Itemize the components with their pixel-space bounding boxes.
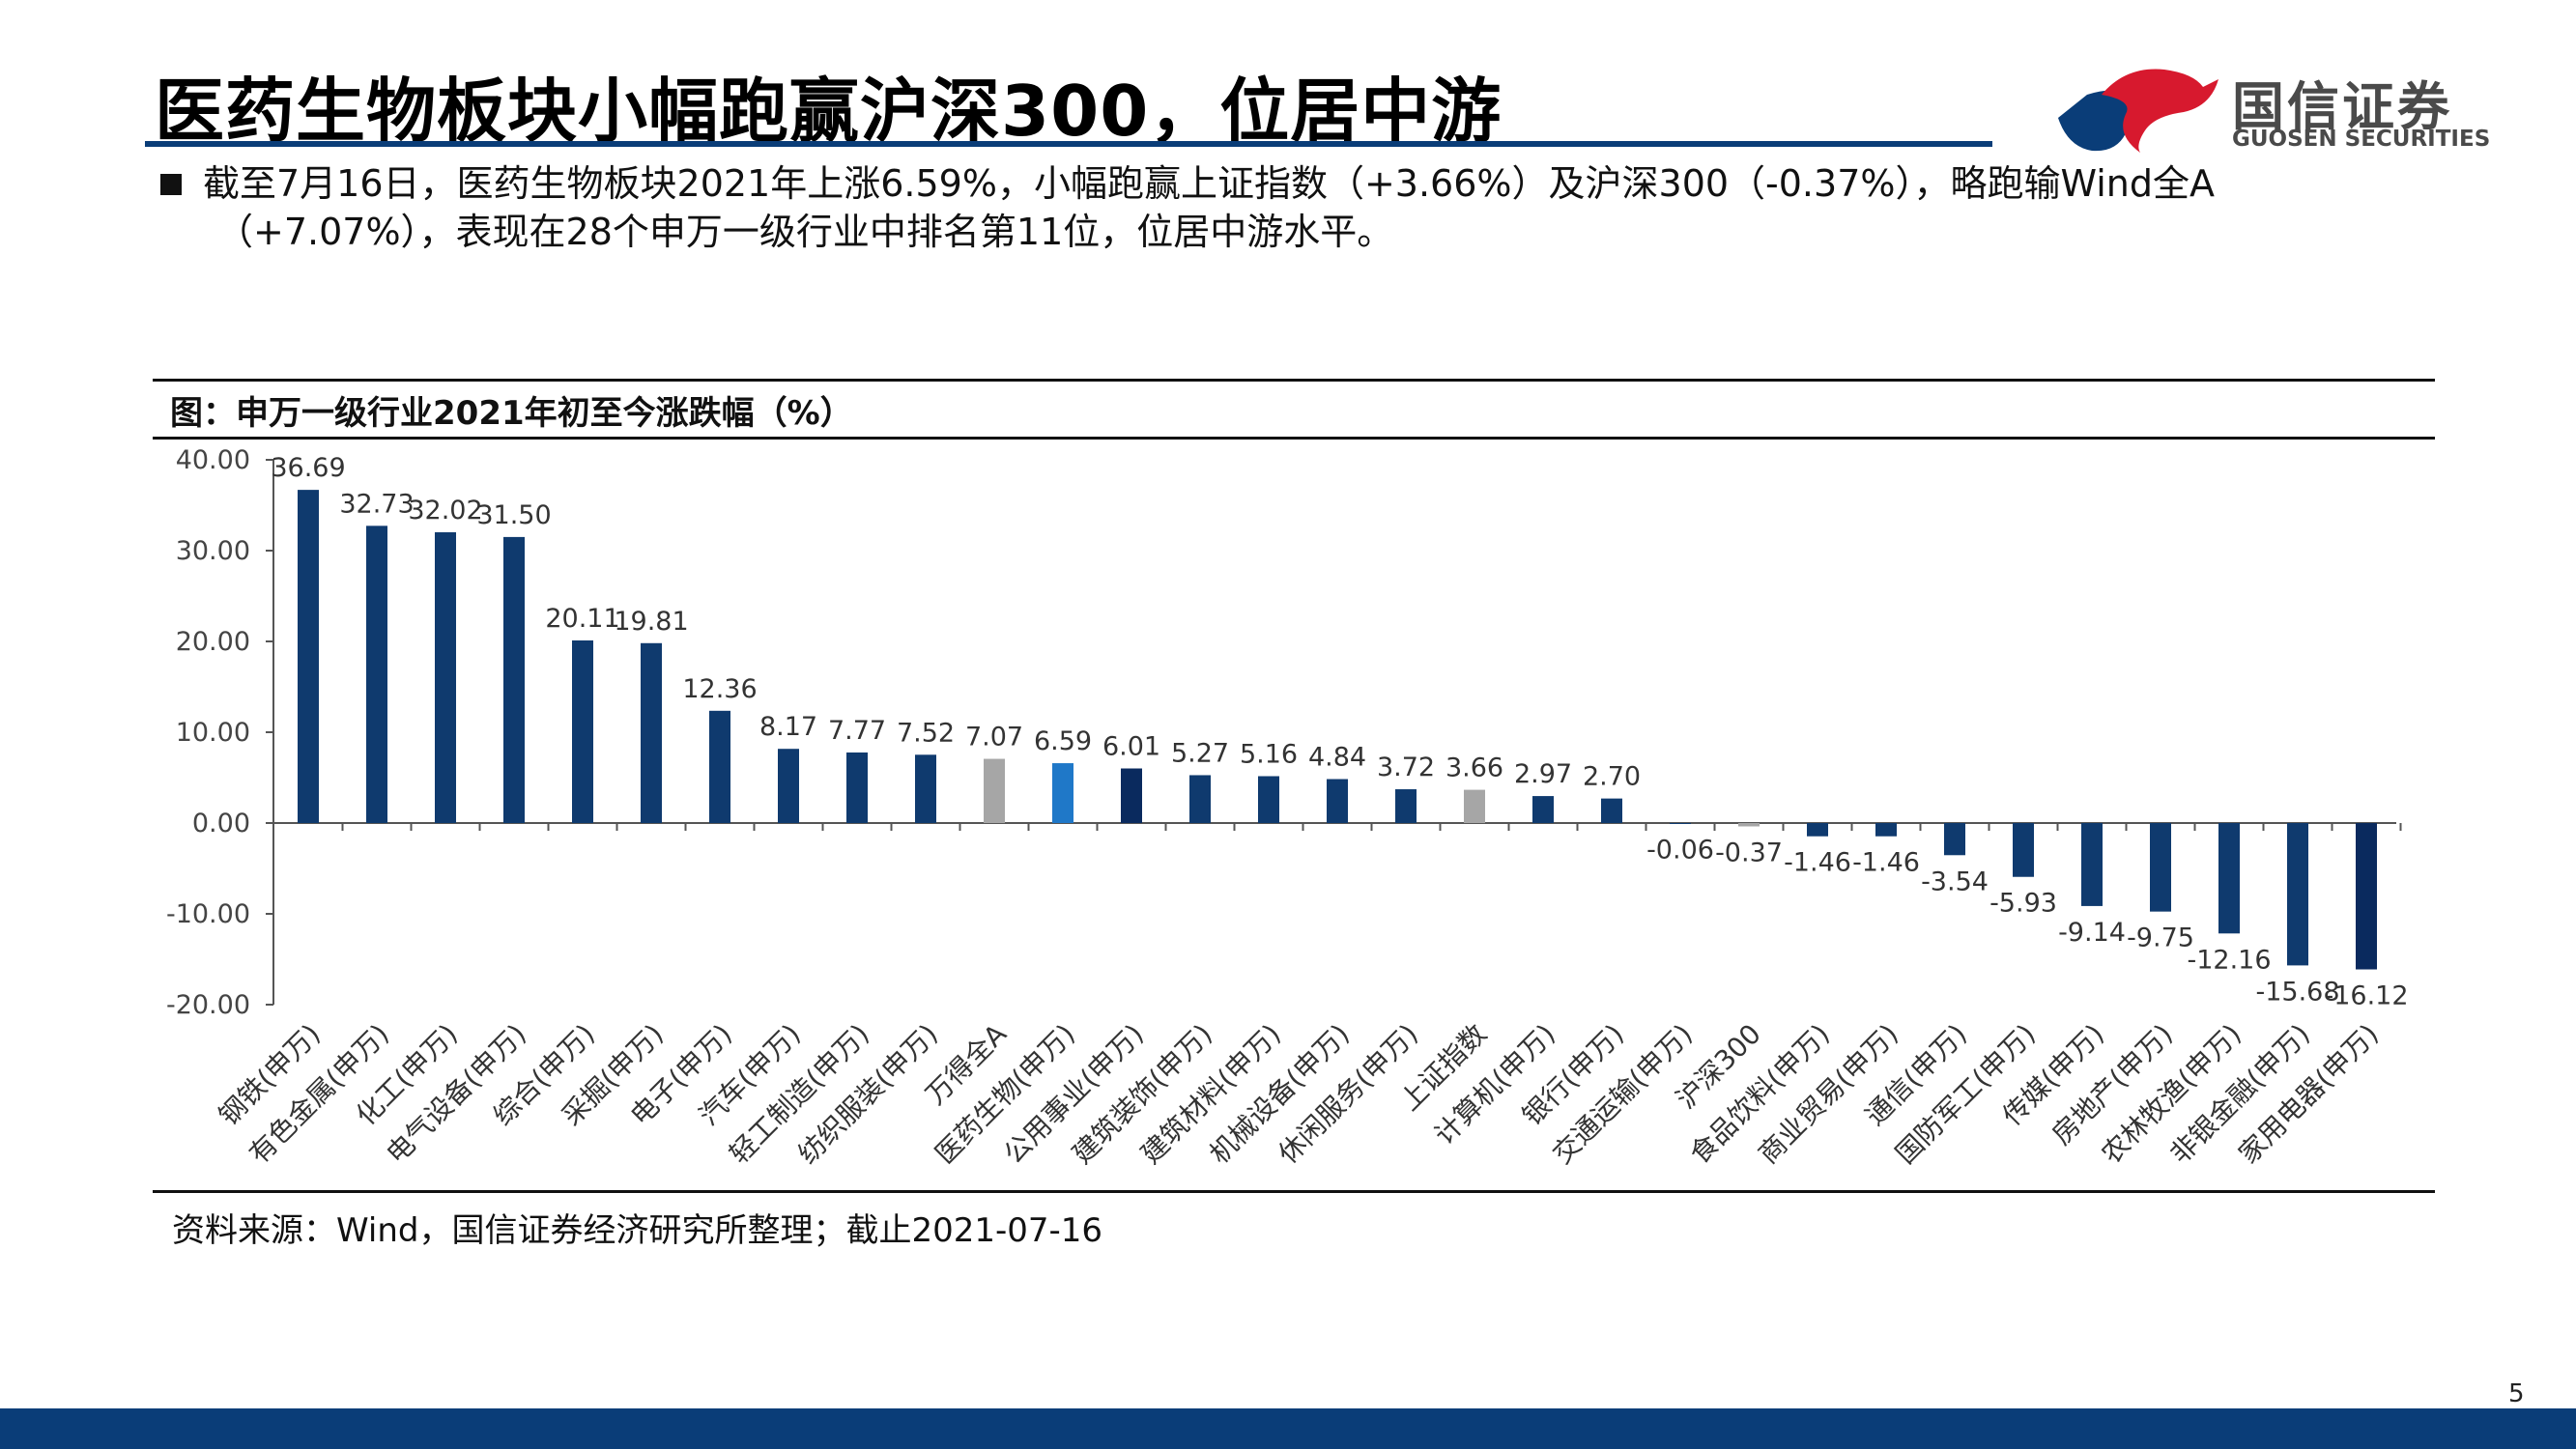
data-label: 8.17: [759, 712, 817, 742]
bar: [1052, 763, 1073, 823]
bar: [1189, 775, 1211, 823]
y-tick-label: 40.00: [176, 445, 250, 475]
data-label: 6.01: [1102, 732, 1160, 762]
chart-caption: 图：申万一级行业2021年初至今涨跌幅（%）: [170, 394, 853, 433]
page-title: 医药生物板块小幅跑赢沪深300，位居中游: [155, 71, 1503, 152]
bar: [366, 526, 387, 823]
bar: [1464, 789, 1485, 823]
data-label: 7.07: [965, 723, 1023, 753]
chart-top-rule: [153, 379, 2435, 382]
data-label: -9.14: [2058, 918, 2126, 948]
data-label: -1.46: [1784, 848, 1851, 878]
data-label: 19.81: [614, 607, 688, 637]
data-label: -9.75: [2127, 923, 2194, 953]
summary-line-1: 截至7月16日，医药生物板块2021年上涨6.59%，小幅跑赢上证指数（+3.6…: [203, 162, 2215, 205]
bar: [641, 642, 662, 823]
data-label: 31.50: [476, 500, 551, 530]
bar: [1738, 823, 1760, 827]
data-label: 36.69: [271, 453, 345, 483]
data-label: -16.12: [2324, 981, 2408, 1011]
chart-caption-rule: [153, 437, 2435, 440]
y-tick-label: 20.00: [176, 627, 250, 657]
summary-line-2: （+7.07%），表现在28个申万一级行业中排名第11位，位居中游水平。: [216, 211, 1394, 253]
title-underline: [145, 141, 1992, 147]
y-tick-label: -20.00: [166, 990, 250, 1020]
bar: [2356, 823, 2377, 970]
bar: [1601, 798, 1622, 823]
page-number: 5: [2508, 1379, 2525, 1408]
bar: [435, 532, 456, 823]
y-tick-label: -10.00: [166, 899, 250, 929]
data-label: -0.37: [1715, 838, 1783, 867]
data-label: -0.06: [1646, 836, 1714, 866]
bar: [1532, 796, 1554, 823]
bar: [984, 758, 1005, 823]
data-label: 32.02: [408, 496, 482, 526]
bar: [1121, 768, 1142, 823]
data-label: -15.68: [2255, 977, 2339, 1007]
data-label: 2.97: [1514, 759, 1572, 789]
bar: [1944, 823, 1965, 856]
y-tick-label: 10.00: [176, 718, 250, 748]
bar: [2218, 823, 2240, 934]
bar: [503, 536, 525, 823]
data-label: -12.16: [2187, 945, 2271, 975]
data-label: 20.11: [545, 604, 619, 634]
y-tick-label: 0.00: [192, 809, 250, 838]
bar: [1807, 823, 1828, 837]
bar: [2013, 823, 2034, 877]
data-label: 7.52: [897, 718, 955, 748]
data-label: 7.77: [828, 716, 886, 746]
data-label: -5.93: [1989, 889, 2057, 919]
y-tick-label: 30.00: [176, 536, 250, 566]
bar: [1670, 823, 1691, 824]
logo-name-en: GUOSEN SECURITIES: [2232, 127, 2491, 152]
bar: [846, 752, 868, 823]
summary-paragraph: 截至7月16日，医药生物板块2021年上涨6.59%，小幅跑赢上证指数（+3.6…: [203, 159, 2290, 256]
data-label: 5.16: [1240, 739, 1298, 769]
footer-band: [0, 1408, 2576, 1449]
data-label: 32.73: [339, 489, 414, 519]
bar: [915, 754, 936, 823]
data-label: 5.27: [1171, 738, 1229, 768]
data-label: -1.46: [1852, 848, 1920, 878]
data-label: 12.36: [682, 674, 757, 704]
bar: [298, 490, 319, 823]
data-label: 4.84: [1308, 743, 1366, 773]
data-label: 3.72: [1377, 753, 1435, 782]
data-label: 2.70: [1583, 762, 1641, 792]
logo-name-cn: 国信证券: [2232, 76, 2452, 137]
data-label: 6.59: [1034, 726, 1092, 756]
bar: [709, 710, 730, 823]
bar: [2081, 823, 2103, 906]
guosen-logo-icon: [2058, 69, 2218, 153]
bar: [572, 639, 593, 823]
data-label: -3.54: [1921, 867, 1989, 896]
bar: [1875, 823, 1897, 837]
source-note: 资料来源：Wind，国信证券经济研究所整理；截止2021-07-16: [172, 1211, 1103, 1250]
bar: [1395, 789, 1417, 823]
bullet-square-icon: [160, 174, 182, 195]
chart-bottom-rule: [153, 1190, 2435, 1193]
bar: [2150, 823, 2171, 912]
bar: [778, 749, 799, 823]
data-label: 3.66: [1445, 753, 1503, 783]
bar: [1258, 776, 1279, 823]
bar: [1327, 779, 1348, 823]
bar: [2287, 823, 2308, 966]
